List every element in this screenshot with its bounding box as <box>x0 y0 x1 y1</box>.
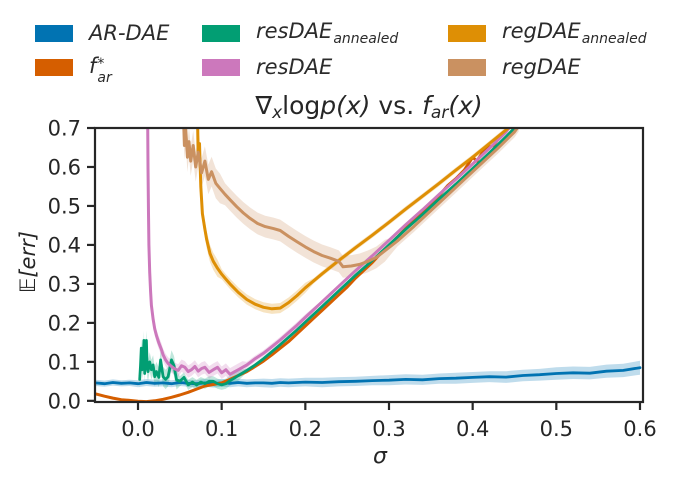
legend-label-ar-dae: AR-DAE <box>89 20 170 45</box>
legend-item-resdae-annealed: resDAEannealed <box>202 20 398 46</box>
legend-superscript: * <box>97 56 105 72</box>
legend-label-f-ar: f * ar <box>89 53 112 86</box>
title-sub-ar: ar <box>430 103 449 123</box>
legend-text: resDAE <box>256 18 333 43</box>
series-resDAE-annealed <box>138 128 516 387</box>
legend-item-regdae-annealed: regDAEannealed <box>448 20 647 46</box>
legend-label-resdae: resDAE <box>256 54 333 79</box>
x-tick-label: 0.1 <box>205 417 238 441</box>
x-tick-label: 0.3 <box>372 417 405 441</box>
series-resDAE <box>146 128 511 376</box>
legend-swatch-resdae <box>202 58 240 76</box>
legend-swatch-regdae-annealed <box>448 24 486 42</box>
series-regDAE-annealed <box>196 128 511 311</box>
title-log: log <box>282 91 321 120</box>
legend-swatch-regdae <box>448 58 486 76</box>
legend-subscript: annealed <box>581 30 647 47</box>
legend-subscript: ar <box>97 70 112 86</box>
title-sub-x: x <box>272 103 283 123</box>
x-tick-label: 0.4 <box>456 417 489 441</box>
x-tick-label: 0.0 <box>121 417 154 441</box>
legend-swatch-f-ar <box>35 58 73 76</box>
legend-text: resDAE <box>256 54 333 79</box>
legend-supsub: * ar <box>97 57 111 85</box>
y-tick-label: 0.1 <box>48 350 81 374</box>
y-tick-label: 0.5 <box>48 194 81 218</box>
x-tick-label: 0.6 <box>623 417 656 441</box>
series-AR-DAE <box>95 366 642 386</box>
title-x: (x) <box>448 91 483 120</box>
x-axis-label: σ <box>373 444 387 469</box>
legend-text: AR-DAE <box>89 20 170 45</box>
x-tick-label: 0.5 <box>540 417 573 441</box>
legend-subscript: annealed <box>333 30 399 47</box>
legend-item-ar-dae: AR-DAE <box>35 20 169 46</box>
title-nabla: ∇ <box>255 91 273 120</box>
x-tick-label: 0.2 <box>289 417 322 441</box>
series-group <box>95 128 642 402</box>
y-tick-label: 0.4 <box>48 233 81 257</box>
series-f-ar <box>95 128 512 402</box>
y-tick-label: 0.3 <box>48 272 81 296</box>
legend-swatch-resdae-annealed <box>202 24 240 42</box>
band-resDAE <box>147 128 511 381</box>
title-vs: vs. <box>370 91 423 120</box>
axis-ticks <box>87 126 642 410</box>
title-f: f <box>422 91 431 120</box>
legend-label-regdae-annealed: regDAEannealed <box>502 18 647 47</box>
legend-label-regdae: regDAE <box>502 54 581 79</box>
axes-box <box>93 126 645 404</box>
chart-title: ∇xlogp(x) vs. far(x) <box>95 92 643 123</box>
y-tick-label: 0.0 <box>48 389 81 413</box>
y-tick-label: 0.6 <box>48 155 81 179</box>
legend-item-f-ar: f * ar <box>35 53 112 86</box>
title-px: p(x) <box>320 91 371 120</box>
legend-item-regdae: regDAE <box>448 54 581 80</box>
series-regDAE <box>182 128 520 269</box>
legend-item-resdae: resDAE <box>202 54 332 80</box>
legend-text: regDAE <box>502 54 581 79</box>
tick-labels: 0.0 0.1 0.2 0.3 0.4 0.5 0.6 0.0 0.1 0.2 0.3 0.4 0.5 0… <box>48 117 657 442</box>
legend-text: regDAE <box>502 18 581 43</box>
legend-label-resdae-annealed: resDAEannealed <box>256 18 399 47</box>
y-tick-label: 0.2 <box>48 311 81 335</box>
legend-swatch-ar-dae <box>35 24 73 42</box>
y-tick-label: 0.7 <box>48 117 81 141</box>
legend-text: f <box>89 54 97 78</box>
